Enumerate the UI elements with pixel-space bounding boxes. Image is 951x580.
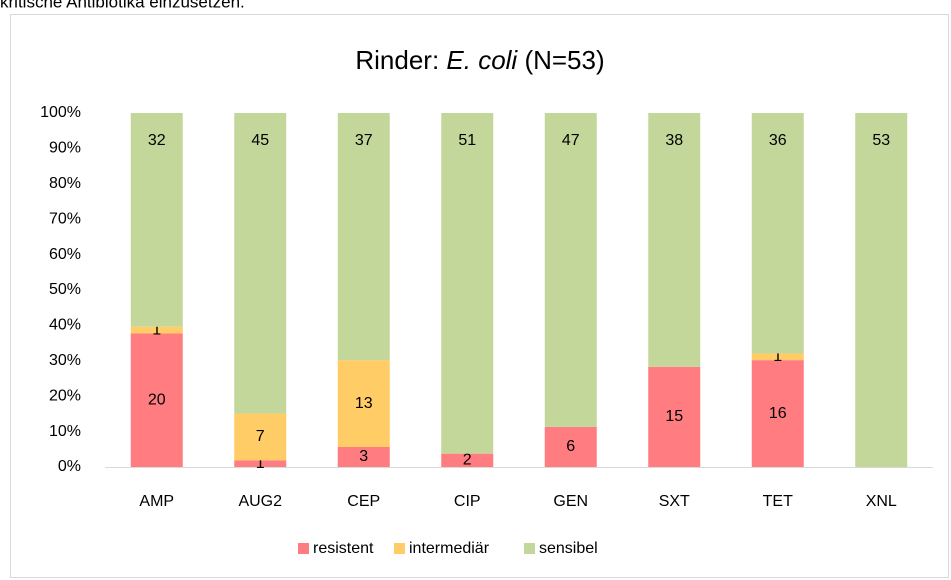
bar-segment bbox=[751, 113, 804, 354]
data-label: 32 bbox=[148, 132, 166, 149]
data-label: 15 bbox=[665, 408, 683, 425]
bar-segment bbox=[648, 113, 701, 367]
y-tick-label: 20% bbox=[49, 387, 81, 404]
x-tick-label: AUG2 bbox=[238, 493, 282, 510]
data-label: 38 bbox=[665, 132, 683, 149]
data-label: 16 bbox=[769, 405, 787, 422]
y-tick-label: 70% bbox=[49, 210, 81, 227]
legend-swatch bbox=[298, 543, 309, 554]
x-tick-label: CIP bbox=[454, 493, 481, 510]
bar-segment bbox=[441, 113, 494, 454]
bar-segment bbox=[751, 360, 804, 467]
x-tick-label: XNL bbox=[866, 493, 897, 510]
y-tick-label: 60% bbox=[49, 246, 81, 263]
data-label: 13 bbox=[355, 395, 373, 412]
y-tick-label: 0% bbox=[58, 458, 81, 475]
title-part: Rinder: bbox=[355, 45, 446, 75]
x-tick-label: AMP bbox=[139, 493, 174, 510]
data-label: 47 bbox=[562, 132, 580, 149]
x-tick-label: CEP bbox=[347, 493, 380, 510]
bar-segment bbox=[751, 353, 804, 361]
bar-segment bbox=[234, 413, 287, 461]
data-label: 3 bbox=[359, 448, 368, 465]
bar-segment bbox=[544, 113, 597, 427]
bar-segment bbox=[234, 113, 287, 414]
x-tick-label: TET bbox=[763, 493, 793, 510]
bar-segment bbox=[441, 453, 494, 467]
y-tick-label: 30% bbox=[49, 352, 81, 369]
legend-swatch bbox=[394, 543, 405, 554]
data-label: 1 bbox=[256, 455, 265, 472]
data-label: 37 bbox=[355, 132, 373, 149]
y-tick-label: 90% bbox=[49, 140, 81, 157]
data-label: 51 bbox=[458, 132, 476, 149]
data-label: 1 bbox=[773, 348, 782, 365]
data-label: 6 bbox=[566, 438, 575, 455]
bar-segment bbox=[855, 113, 908, 467]
legend-swatch bbox=[524, 543, 535, 554]
data-label: 7 bbox=[256, 428, 265, 445]
data-label: 36 bbox=[769, 132, 787, 149]
data-label: 20 bbox=[148, 391, 166, 408]
legend-label: intermediär bbox=[409, 540, 490, 557]
y-tick-label: 40% bbox=[49, 317, 81, 334]
title-part: E. coli bbox=[446, 45, 518, 75]
y-tick-label: 80% bbox=[49, 175, 81, 192]
bar-segment bbox=[337, 446, 390, 467]
y-tick-label: 50% bbox=[49, 281, 81, 298]
chart-title: Rinder: E. coli (N=53) bbox=[355, 45, 604, 75]
legend-label: sensibel bbox=[539, 540, 598, 557]
data-label: 2 bbox=[463, 452, 472, 469]
bar-segment bbox=[234, 460, 287, 467]
bar-segment bbox=[648, 366, 701, 467]
y-tick-label: 100% bbox=[40, 104, 81, 121]
data-label: 53 bbox=[872, 132, 890, 149]
bar-segment bbox=[130, 326, 183, 334]
bar-segment bbox=[130, 333, 183, 467]
x-tick-label: GEN bbox=[553, 493, 588, 510]
data-label: 45 bbox=[251, 132, 269, 149]
bar-segment bbox=[337, 113, 390, 361]
bar-segment bbox=[130, 113, 183, 327]
header-text: kritische Antibiotika einzusetzen. bbox=[0, 0, 245, 11]
title-part: (N=53) bbox=[517, 45, 604, 75]
data-label: 1 bbox=[152, 321, 161, 338]
bar-segment bbox=[337, 360, 390, 447]
x-tick-label: SXT bbox=[659, 493, 690, 510]
bar-segment bbox=[544, 426, 597, 467]
y-tick-label: 10% bbox=[49, 423, 81, 440]
legend-label: resistent bbox=[313, 540, 374, 557]
